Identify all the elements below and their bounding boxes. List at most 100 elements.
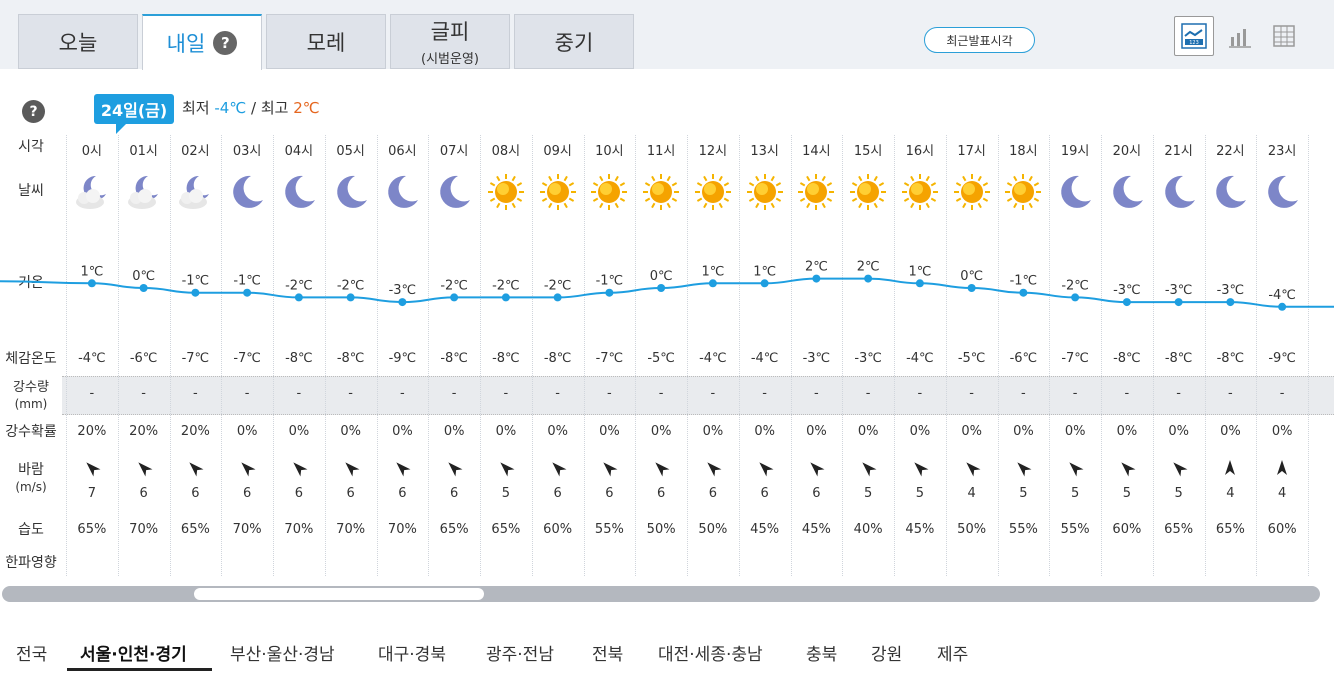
- sun-icon: [635, 170, 687, 214]
- recent-announcement-button[interactable]: 최근발표시각: [924, 27, 1035, 53]
- column-divider: [687, 135, 688, 576]
- pop-cell: 0%: [392, 424, 413, 439]
- pop-cell: 0%: [1220, 424, 1241, 439]
- column-divider: [738, 135, 740, 576]
- hour-cell: 23시: [1267, 144, 1297, 159]
- region-tab[interactable]: 광주·전남: [486, 645, 554, 665]
- region-tab[interactable]: 전북: [592, 645, 624, 665]
- region-tab[interactable]: 서울·인천·경기: [80, 645, 187, 665]
- region-tab[interactable]: 강원: [871, 645, 903, 665]
- wind-direction-icon: [1256, 456, 1308, 480]
- max-temp: 2℃: [293, 99, 320, 117]
- wind-speed-cell: 6: [191, 486, 200, 501]
- column-divider: [428, 135, 430, 576]
- feels-like-cell: -6℃: [1009, 351, 1038, 366]
- region-tab[interactable]: 부산·울산·경남: [230, 645, 335, 665]
- column-divider: [66, 135, 67, 576]
- temperature-point: [501, 293, 510, 302]
- temperature-point: [450, 293, 459, 302]
- region-tab[interactable]: 충북: [806, 645, 838, 665]
- pop-cell: 0%: [650, 424, 672, 439]
- wind-speed-cell: 6: [760, 486, 769, 501]
- temperature-label: -1℃: [1010, 274, 1038, 289]
- wind-direction-icon: [583, 456, 635, 480]
- table-grid-icon[interactable]: [1264, 16, 1304, 56]
- feels-like-cell: -4℃: [78, 351, 106, 366]
- tab-today[interactable]: 오늘: [18, 14, 138, 69]
- sun-icon: [532, 170, 584, 214]
- column-divider: [1204, 135, 1206, 576]
- wind-direction-icon: [66, 456, 118, 480]
- hour-cell: 22시: [1216, 144, 1245, 159]
- tab-day-after[interactable]: 모레: [266, 14, 386, 69]
- region-tab[interactable]: 대전·세종·충남: [658, 645, 763, 665]
- region-tab[interactable]: 제주: [937, 645, 969, 665]
- humidity-cell: 55%: [1060, 522, 1090, 537]
- hour-cell: 18시: [1009, 144, 1038, 159]
- svg-text:123: 123: [1189, 40, 1199, 46]
- tab-day-after-label: 모레: [306, 30, 346, 55]
- active-region-underline: [67, 668, 212, 671]
- humidity-cell: 65%: [1215, 522, 1245, 537]
- wind-speed-cell: 6: [398, 486, 407, 501]
- region-tab[interactable]: 대구·경북: [378, 645, 446, 665]
- wind-direction-icon: [842, 456, 894, 480]
- temperature-point: [398, 298, 407, 307]
- pop-cell: 0%: [1271, 424, 1293, 439]
- wind-direction-icon: [1101, 456, 1153, 480]
- region-tab[interactable]: 전국: [16, 645, 48, 665]
- moon-icon: [221, 170, 273, 214]
- max-label: 최고: [260, 99, 289, 117]
- temperature-label: -2℃: [1061, 278, 1089, 293]
- pop-cell: 0%: [909, 424, 931, 439]
- hour-cell: 12시: [698, 144, 728, 159]
- temperature-label: 1℃: [701, 264, 724, 279]
- temperature-line-chart: 1℃ 0℃ -1℃ -1℃ -2℃ -2℃ -3℃ -2℃ -2℃ -2℃ -1℃ 0℃ 1℃ 1℃ 2℃ 2…: [0, 260, 1334, 311]
- column-divider: [169, 135, 171, 576]
- hour-cell: 14시: [802, 144, 831, 159]
- wind-speed-cell: 5: [501, 486, 511, 501]
- precip-cell: -: [141, 386, 146, 401]
- wind-direction-icon: [376, 456, 428, 480]
- precip-cell: -: [503, 386, 509, 401]
- hour-cell: 15시: [853, 144, 883, 159]
- pop-cell: 0%: [288, 424, 310, 439]
- pop-cell: 0%: [599, 424, 620, 439]
- temperature-point: [605, 288, 614, 297]
- temperature-label: -2℃: [492, 278, 520, 293]
- tab-tomorrow[interactable]: 내일 ?: [142, 14, 262, 70]
- column-divider: [531, 135, 533, 576]
- help-icon[interactable]: ?: [22, 100, 45, 123]
- column-divider: [324, 135, 326, 576]
- feels-like-cell: -3℃: [854, 351, 882, 366]
- precip-cell: -: [451, 386, 457, 401]
- wind-speed-cell: 5: [1174, 486, 1183, 501]
- moon-icon: [1049, 170, 1101, 214]
- humidity-cell: 60%: [1112, 522, 1142, 537]
- column-divider: [790, 135, 792, 576]
- sun-icon: [739, 170, 791, 214]
- precip-cell: -: [296, 386, 302, 401]
- scrollbar-thumb[interactable]: [194, 588, 484, 600]
- feels-like-cell: -8℃: [336, 351, 365, 366]
- tab-3days-later[interactable]: 글피 (시범운영): [390, 14, 510, 69]
- humidity-cell: 50%: [957, 522, 987, 537]
- sun-icon: [997, 170, 1049, 214]
- pop-cell: 0%: [961, 424, 982, 439]
- pop-cell: 0%: [495, 424, 517, 439]
- pop-cell: 0%: [806, 424, 827, 439]
- precip-cell: -: [1072, 386, 1078, 401]
- humidity-cell: 40%: [853, 522, 883, 537]
- temperature-point: [294, 293, 303, 302]
- hour-cell: 10시: [595, 144, 624, 159]
- column-divider: [221, 135, 223, 576]
- pop-cell: 0%: [1168, 424, 1189, 439]
- wind-direction-icon: [169, 456, 221, 480]
- line-graph-icon[interactable]: 123: [1174, 16, 1214, 56]
- tab-midterm[interactable]: 중기: [514, 14, 634, 69]
- bar-graph-icon[interactable]: [1220, 16, 1260, 56]
- wind-speed-cell: 6: [139, 486, 148, 501]
- row-label-wind-l2: (m/s): [15, 480, 47, 494]
- row-label-cold: 한파영향: [5, 555, 57, 571]
- tab-help-icon[interactable]: ?: [213, 31, 238, 55]
